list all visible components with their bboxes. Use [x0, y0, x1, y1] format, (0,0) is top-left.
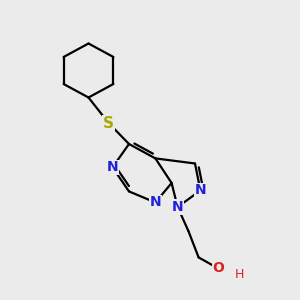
Text: N: N	[150, 196, 161, 209]
Text: N: N	[195, 184, 206, 197]
Text: N: N	[107, 160, 118, 174]
Text: S: S	[103, 116, 114, 130]
Text: O: O	[212, 262, 224, 275]
Text: N: N	[172, 200, 183, 214]
Text: H: H	[235, 268, 244, 281]
